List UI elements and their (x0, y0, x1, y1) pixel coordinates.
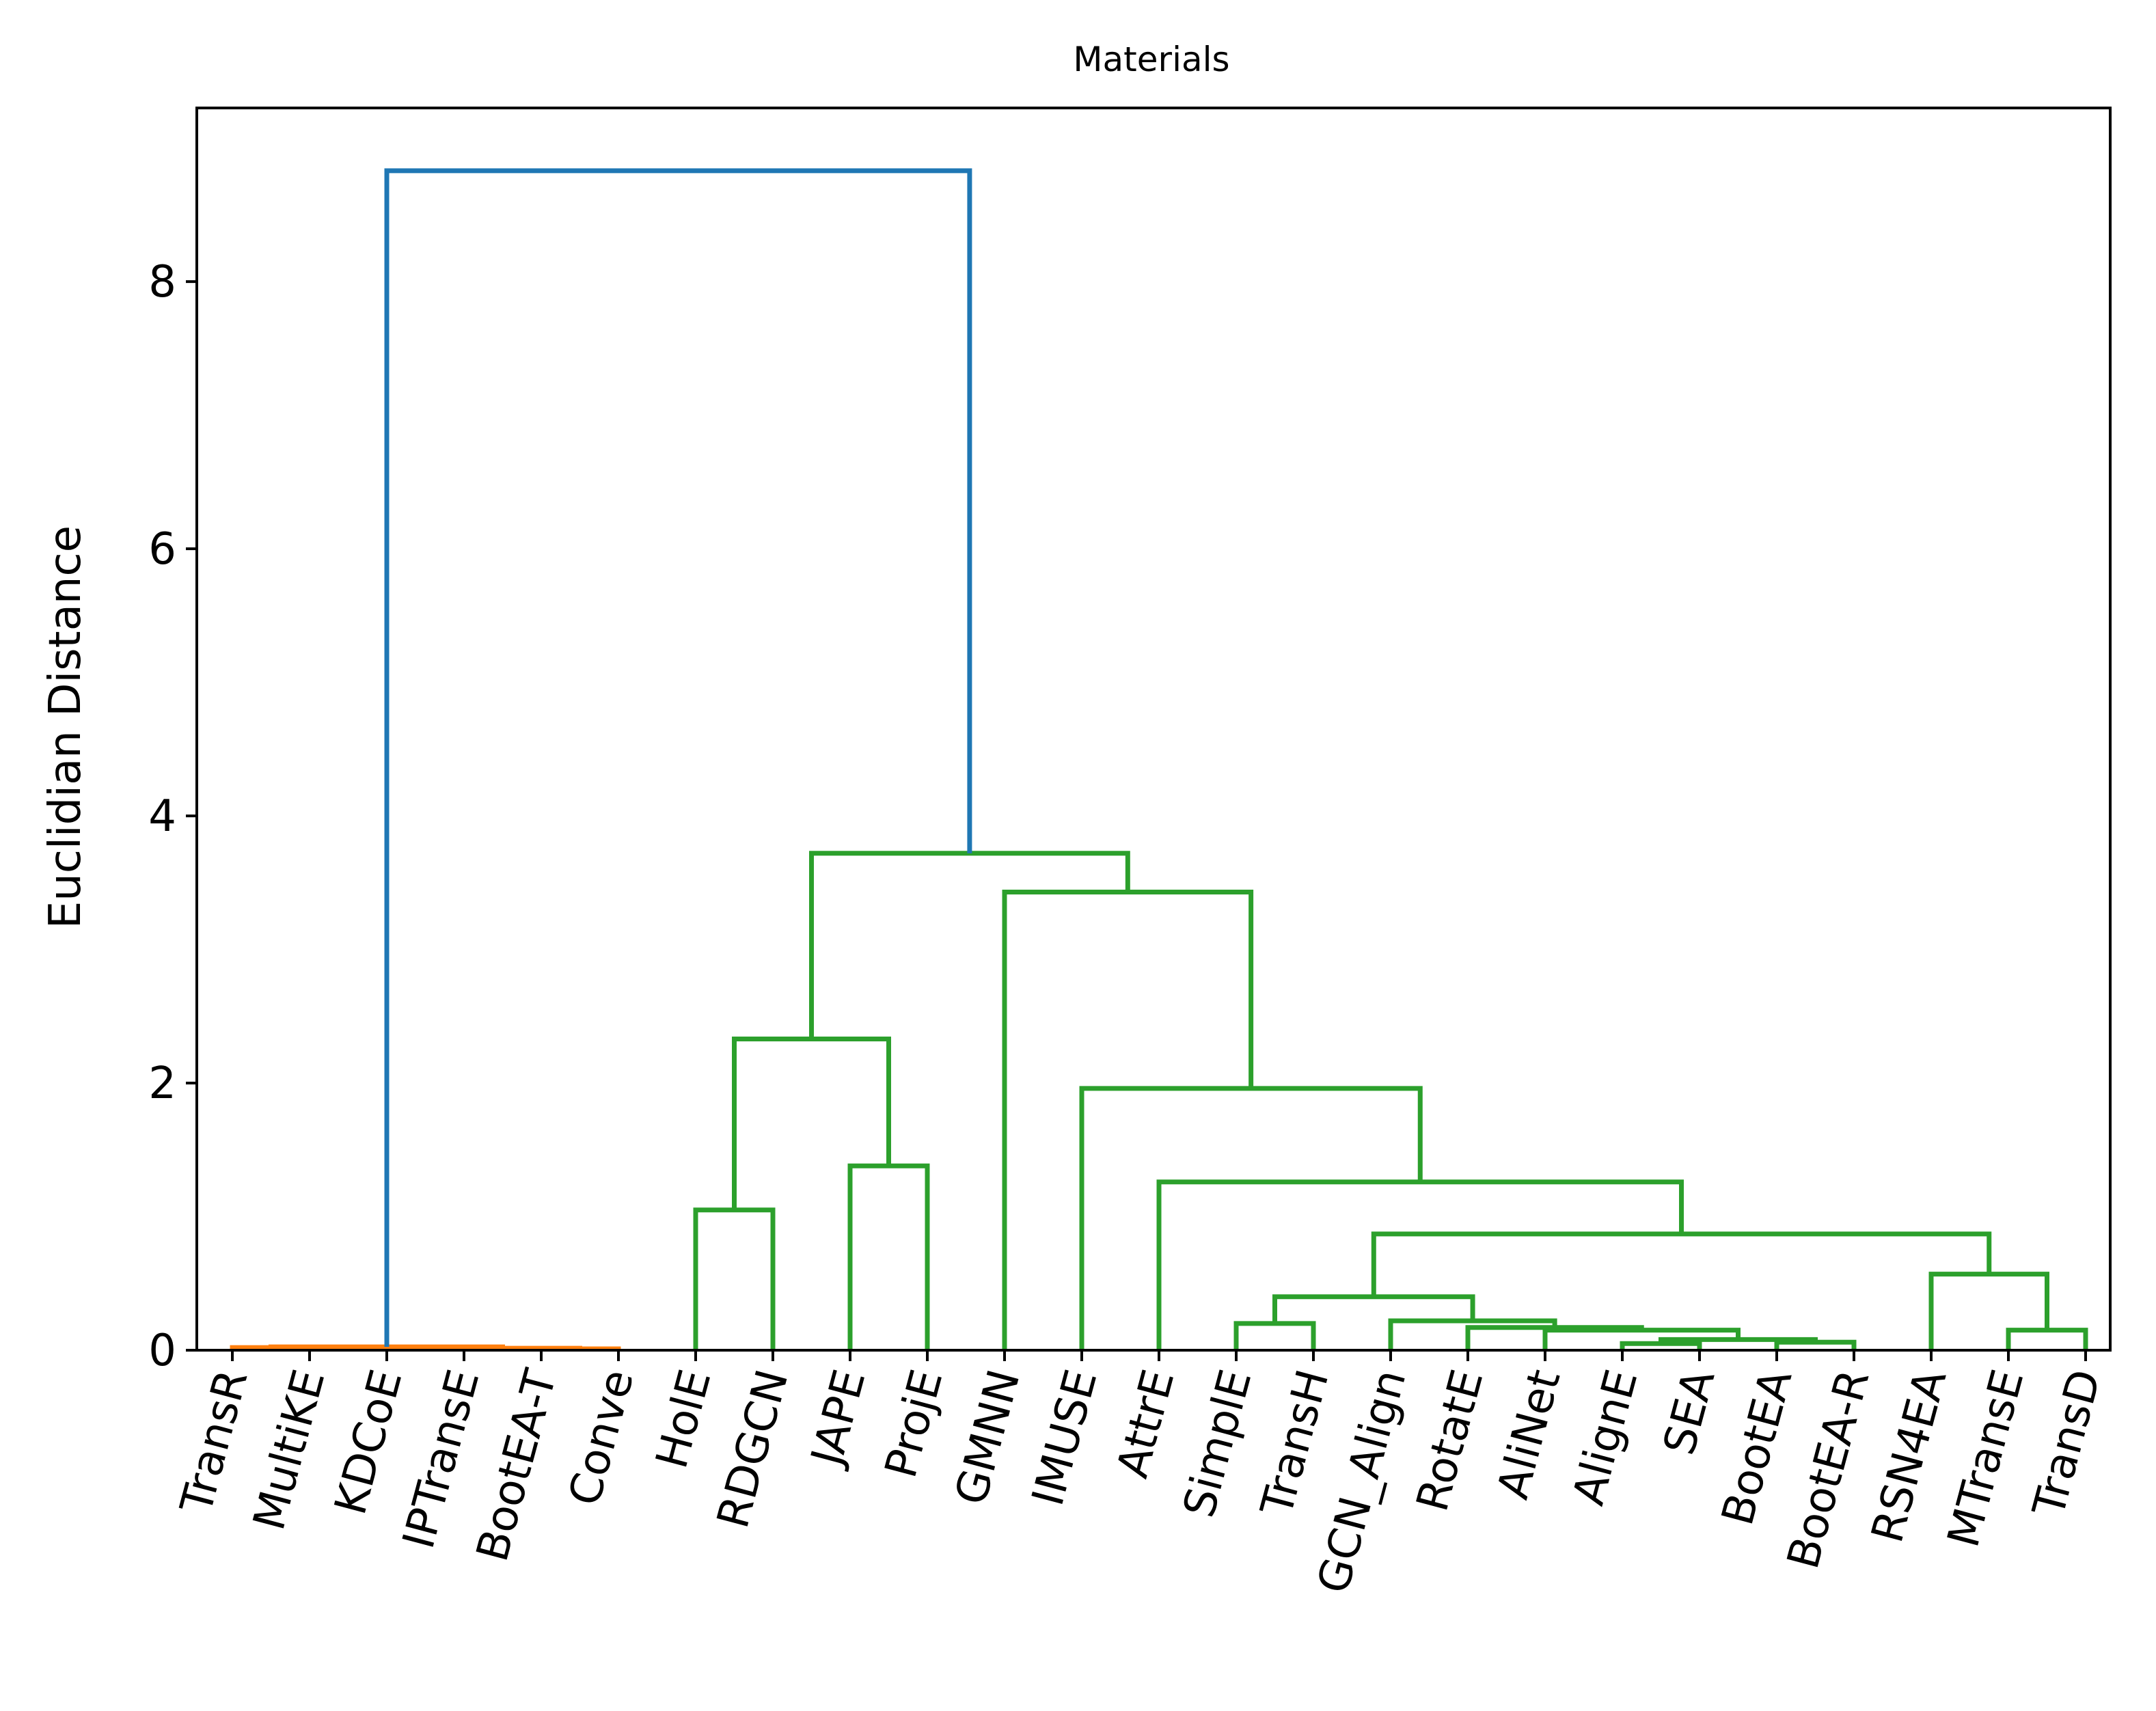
dendrogram-link-20 (1079, 1086, 1423, 1350)
leaf-label-simple: SimplE (1174, 1365, 1261, 1522)
dendrogram-link-21 (1002, 889, 1254, 1350)
leaf-label-rsn4ea: RSN4EA (1862, 1365, 1956, 1548)
dendrogram-link-17 (1928, 1272, 2049, 1350)
leaf-label-bootea: BootEA (1712, 1365, 1802, 1531)
dendrogram-link-7 (732, 1037, 891, 1210)
leaf-label-conve: Conve (560, 1365, 644, 1511)
y-tick-label: 4 (148, 791, 176, 842)
dendrogram-link-9 (1620, 1341, 1702, 1350)
dendrogram-link-18 (1371, 1231, 1992, 1297)
y-tick-label: 8 (148, 257, 176, 307)
leaf-label-imuse: IMUSE (1023, 1365, 1108, 1511)
leaf-label-transd: TransD (2023, 1365, 2111, 1522)
leaf-label-attre: AttrE (1108, 1365, 1185, 1483)
leaf-label-proje: ProjE (876, 1365, 953, 1483)
leaf-label-jape: JAPE (802, 1365, 876, 1473)
y-tick-label: 2 (148, 1058, 176, 1109)
y-axis-label: Euclidian Distance (40, 525, 91, 929)
chart-title: Materials (1073, 40, 1229, 79)
leaf-label-gmnn: GMNN (946, 1365, 1030, 1510)
leaf-label-kdcoe: KDCoE (325, 1365, 412, 1520)
dendrogram-link-4 (269, 1344, 505, 1350)
leaf-label-rotate: RotatE (1407, 1365, 1493, 1517)
leaf-label-transh: TransH (1251, 1365, 1339, 1522)
y-tick-label: 6 (148, 524, 176, 575)
dendrogram-link-16 (2006, 1328, 2088, 1350)
y-axis: 0 2 4 6 8 (148, 257, 197, 1376)
dendrogram-link-23 (384, 168, 972, 1347)
dendrogram-link-12 (1542, 1328, 1741, 1350)
dendrogram-links (230, 168, 2088, 1352)
leaf-label-rdgcn: RDGCN (708, 1365, 799, 1533)
leaf-label-hole: HolE (646, 1365, 721, 1474)
leaf-label-aligne: AlignE (1564, 1365, 1648, 1510)
dendrogram-link-22 (809, 851, 1130, 1039)
dendrogram-link-8 (1233, 1321, 1316, 1350)
y-tick-label: 0 (148, 1326, 176, 1376)
dendrogram-link-13 (1465, 1325, 1644, 1350)
dendrogram-link-15 (1272, 1294, 1475, 1324)
leaf-label-alinet: AliNet (1488, 1365, 1570, 1504)
leaf-label-transr: TransR (171, 1365, 258, 1519)
dendrogram-link-5 (693, 1207, 776, 1350)
plot-frame (195, 107, 2112, 1352)
leaf-label-multike: MultiKE (244, 1365, 335, 1535)
leaf-label-sea: SEA (1654, 1365, 1725, 1460)
dendrogram-link-6 (847, 1163, 930, 1350)
